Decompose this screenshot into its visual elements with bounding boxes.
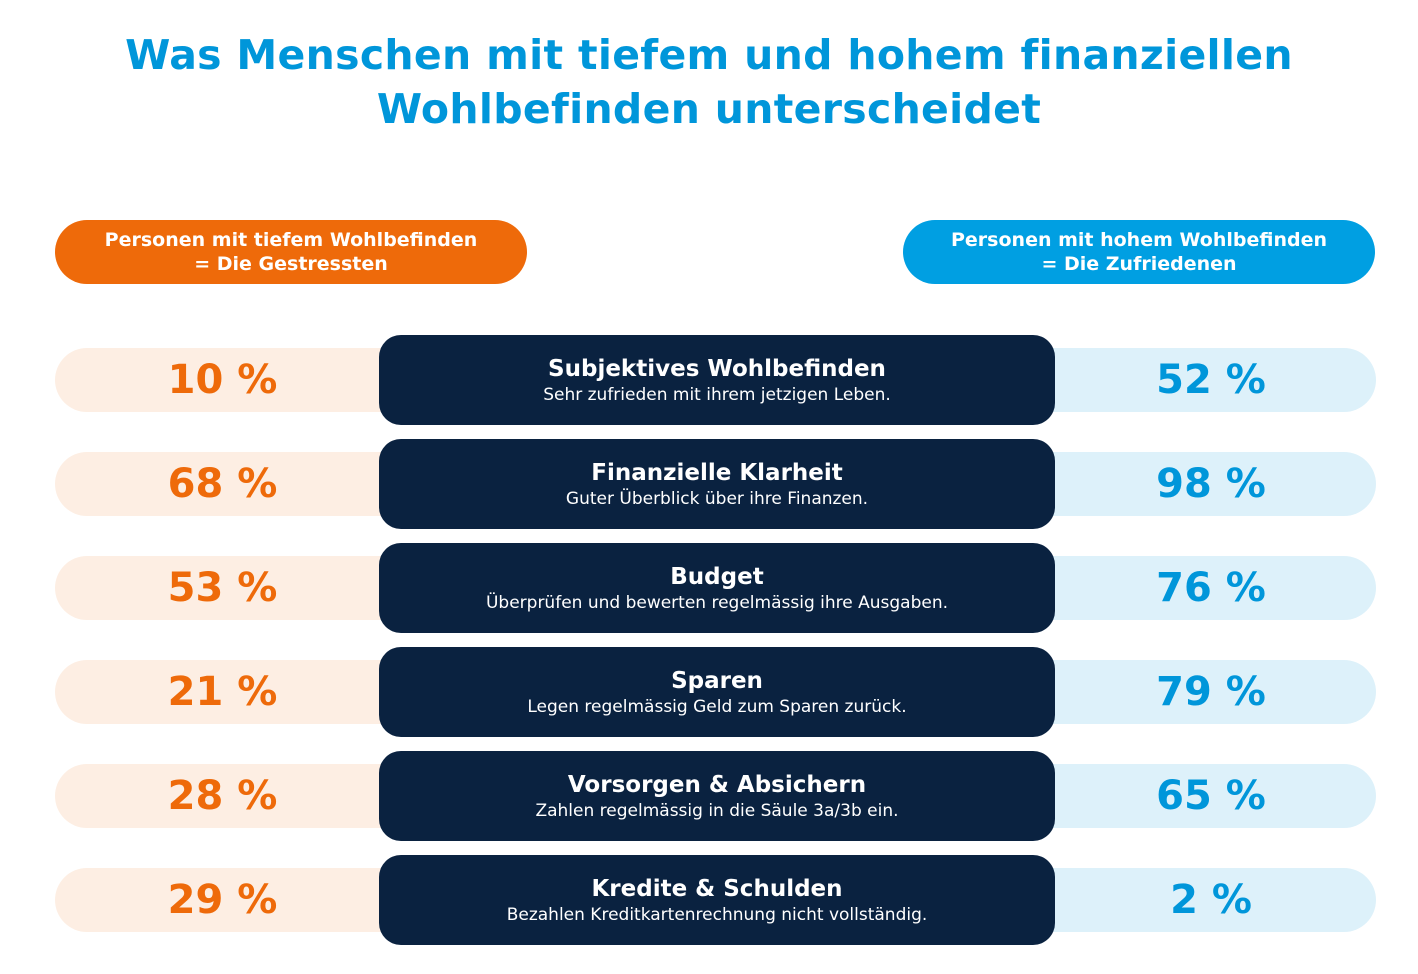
low-wellbeing-header: Personen mit tiefem Wohlbefinden = Die G… — [55, 220, 527, 284]
low-value-label: 29 % — [167, 877, 278, 923]
comparison-row: 10 % 52 % Subjektives Wohlbefinden Sehr … — [0, 335, 1418, 425]
low-value-label: 10 % — [167, 357, 278, 403]
comparison-row: 21 % 79 % Sparen Legen regelmässig Geld … — [0, 647, 1418, 737]
category-description: Zahlen regelmässig in die Säule 3a/3b ei… — [535, 801, 899, 821]
high-value-label: 79 % — [1156, 669, 1266, 715]
category-description: Überprüfen und bewerten regelmässig ihre… — [485, 593, 949, 613]
category-title: Budget — [670, 564, 764, 590]
category-box: Sparen Legen regelmässig Geld zum Sparen… — [379, 647, 1055, 737]
high-wellbeing-header: Personen mit hohem Wohlbefinden = Die Zu… — [903, 220, 1375, 284]
high-value-label: 98 % — [1156, 461, 1266, 507]
category-description: Guter Überblick über ihre Finanzen. — [565, 489, 869, 509]
low-header-line-1: Personen mit tiefem Wohlbefinden — [104, 229, 478, 251]
low-value-label: 28 % — [167, 773, 278, 819]
comparison-row: 28 % 65 % Vorsorgen & Absichern Zahlen r… — [0, 751, 1418, 841]
category-description: Bezahlen Kreditkartenrechnung nicht voll… — [506, 905, 928, 925]
comparison-row: 68 % 98 % Finanzielle Klarheit Guter Übe… — [0, 439, 1418, 529]
high-value-label: 52 % — [1156, 357, 1266, 403]
low-value-label: 53 % — [167, 565, 278, 611]
high-value-label: 2 % — [1170, 877, 1252, 923]
title-line-1: Was Menschen mit tiefem und hohem finanz… — [125, 31, 1293, 79]
category-description: Sehr zufrieden mit ihrem jetzigen Leben. — [543, 385, 891, 405]
category-box: Kredite & Schulden Bezahlen Kreditkarten… — [379, 855, 1055, 945]
category-box: Subjektives Wohlbefinden Sehr zufrieden … — [379, 335, 1055, 425]
category-title: Vorsorgen & Absichern — [567, 772, 867, 798]
category-box: Budget Überprüfen und bewerten regelmäss… — [379, 543, 1055, 633]
category-title: Kredite & Schulden — [591, 876, 843, 902]
category-description: Legen regelmässig Geld zum Sparen zurück… — [527, 697, 907, 717]
high-header-line-2: = Die Zufriedenen — [1041, 253, 1237, 275]
high-header-line-1: Personen mit hohem Wohlbefinden — [951, 229, 1327, 251]
title-line-2: Wohlbefinden unterscheidet — [376, 85, 1042, 133]
comparison-row: 53 % 76 % Budget Überprüfen und bewerten… — [0, 543, 1418, 633]
comparison-row: 29 % 2 % Kredite & Schulden Bezahlen Kre… — [0, 855, 1418, 945]
low-value-label: 68 % — [167, 461, 278, 507]
low-value-label: 21 % — [167, 669, 278, 715]
category-title: Sparen — [671, 668, 763, 694]
low-header-line-2: = Die Gestressten — [194, 253, 388, 275]
category-title: Subjektives Wohlbefinden — [548, 356, 886, 382]
category-box: Vorsorgen & Absichern Zahlen regelmässig… — [379, 751, 1055, 841]
high-value-label: 76 % — [1156, 565, 1266, 611]
category-box: Finanzielle Klarheit Guter Überblick übe… — [379, 439, 1055, 529]
page-title: Was Menschen mit tiefem und hohem finanz… — [0, 28, 1418, 136]
category-title: Finanzielle Klarheit — [591, 460, 843, 486]
high-value-label: 65 % — [1156, 773, 1266, 819]
